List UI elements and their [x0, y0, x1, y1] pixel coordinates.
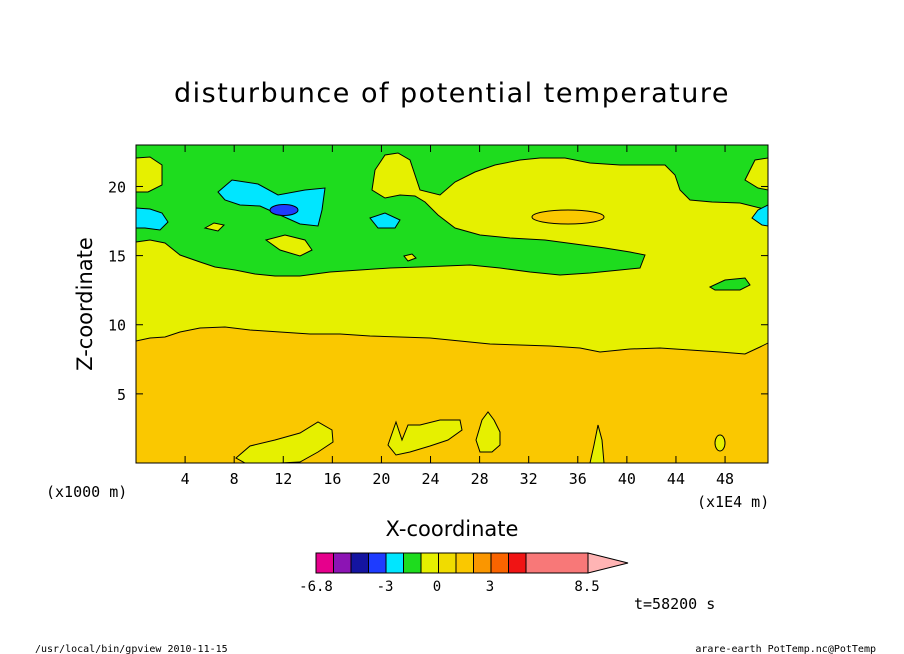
region-lower-orange: [136, 326, 768, 463]
colorbar-label: 0: [433, 579, 441, 595]
x-tick-label: 8: [230, 470, 239, 488]
patch-orange-upper: [531, 209, 605, 225]
x-tick-label: 12: [274, 470, 292, 488]
colorbar-cell: [333, 552, 352, 574]
colorbar-label: 3: [486, 579, 494, 595]
colorbar-label: -6.8: [299, 579, 333, 595]
colorbar-cell: [315, 552, 334, 574]
patch-yellow-topright: [744, 157, 768, 191]
patch-blue: [269, 204, 299, 216]
colorbar-label: -3: [377, 579, 394, 595]
y-tick-label: 15: [108, 248, 126, 266]
patch-yellow-low1: [235, 421, 334, 463]
colorbar: [315, 552, 629, 574]
z-unit-label: (x1000 m): [46, 483, 127, 501]
patch-yellow-small1: [203, 222, 226, 232]
colorbar-cell: [508, 552, 527, 574]
x-tick-label: 40: [618, 470, 636, 488]
x-tick-label: 4: [181, 470, 190, 488]
colorbar-labels: -6.8 -3 0 3 8.5: [299, 579, 600, 595]
colorbar-cell: [420, 552, 439, 574]
patch-yellow-low2: [387, 419, 463, 456]
x-tick-label: 24: [421, 470, 439, 488]
colorbar-cell: [350, 552, 369, 574]
patch-yellow-low5: [714, 434, 726, 452]
y-tick-label: 5: [117, 386, 126, 404]
chart-title: disturbunce of potential temperature: [174, 78, 730, 109]
colorbar-cell: [490, 552, 509, 574]
patch-yellow-mid: [264, 234, 313, 257]
patch-cyan-right: [751, 204, 768, 227]
colorbar-cell: [525, 552, 589, 574]
colorbar-extend-triangle: [587, 552, 629, 574]
x-axis-label: X-coordinate: [386, 517, 519, 541]
x-tick-label: 44: [667, 470, 685, 488]
x-unit-label: (x1E4 m): [697, 493, 769, 511]
patch-green-right: [708, 277, 751, 291]
patch-yellow-tiny: [403, 253, 417, 262]
footer-right: arare-earth_PotTemp.nc@PotTemp: [695, 644, 876, 654]
x-axis: 4 8 12 16 20 24 28 32 36 40 44 48: [181, 145, 734, 488]
y-axis: 5 10 15 20: [108, 178, 768, 404]
colorbar-cell: [368, 552, 387, 574]
x-tick-label: 36: [569, 470, 587, 488]
patch-yellow-low4: [589, 424, 605, 463]
x-tick-label: 32: [520, 470, 538, 488]
patch-yellow-topleft: [136, 156, 163, 193]
colorbar-cell: [455, 552, 474, 574]
colorbar-label: 8.5: [574, 579, 599, 595]
colorbar-cell: [473, 552, 492, 574]
x-tick-label: 20: [372, 470, 390, 488]
y-tick-label: 10: [108, 317, 126, 335]
x-tick-label: 16: [323, 470, 341, 488]
patch-cyan-left: [136, 207, 169, 231]
patch-cyan-big: [217, 179, 326, 227]
plot-frame: [135, 144, 769, 464]
x-tick-label: 48: [716, 470, 734, 488]
y-tick-label: 20: [108, 178, 126, 196]
patch-cyan-mid: [369, 212, 401, 229]
colorbar-cell: [403, 552, 422, 574]
colorbar-cell: [385, 552, 404, 574]
patch-yellow-low3: [475, 411, 501, 453]
plot-area: [136, 145, 768, 463]
colorbar-cell: [438, 552, 457, 574]
y-axis-label: Z-coordinate: [73, 237, 97, 371]
time-label: t=58200 s: [634, 595, 715, 613]
footer-left: /usr/local/bin/gpview 2010-11-15: [35, 644, 228, 654]
x-tick-label: 28: [471, 470, 489, 488]
